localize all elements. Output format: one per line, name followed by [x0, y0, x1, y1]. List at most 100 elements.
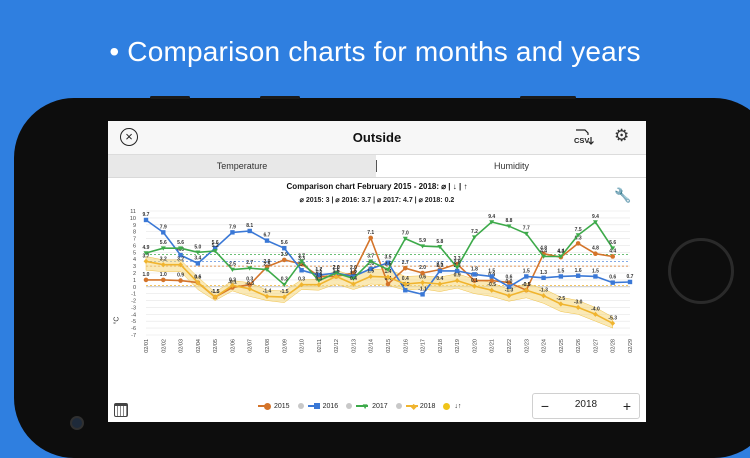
- data-label-2015: 0.3: [246, 277, 253, 283]
- settings-button[interactable]: ⚙: [614, 127, 632, 145]
- legend-avg-icon: [297, 403, 304, 409]
- data-label-2017: 0.3: [281, 277, 288, 283]
- data-label-2016: 5.6: [281, 240, 288, 246]
- y-tick-label: 4: [133, 257, 136, 263]
- point-2015: [351, 270, 356, 276]
- tab-temperature[interactable]: Temperature: [108, 155, 376, 177]
- phone-side-button: [150, 96, 190, 99]
- point-2015: [593, 251, 598, 257]
- close-icon: ×: [125, 129, 133, 144]
- legend-2016[interactable]: 2016: [307, 403, 338, 410]
- data-label-2015: 2.7: [402, 260, 409, 266]
- point-2017: [299, 259, 305, 264]
- data-label-2017: 2.8: [454, 259, 461, 265]
- x-tick-label: 02/17: [421, 339, 427, 353]
- data-label-2018: 1.5: [367, 268, 374, 274]
- point-2018: [506, 293, 512, 299]
- point-2017: [195, 250, 201, 255]
- data-label-2017: 9.4: [592, 214, 599, 220]
- point-2017: [385, 267, 391, 272]
- y-tick-label: -6: [131, 326, 136, 332]
- data-label-2017: 9.4: [488, 214, 495, 220]
- data-label-2016: 6.7: [264, 233, 271, 239]
- x-tick-label: 02/10: [300, 339, 306, 353]
- point-2016: [299, 268, 304, 273]
- x-tick-label: 02/16: [403, 339, 409, 353]
- x-tick-label: 02/24: [542, 339, 548, 353]
- data-label-2016: 0.0: [506, 279, 513, 285]
- point-2015: [610, 254, 616, 259]
- chart-options-button[interactable]: 🔧: [614, 187, 632, 205]
- data-label-2015: -0.1: [228, 279, 237, 285]
- point-2015: [247, 282, 253, 288]
- point-2017: [160, 246, 166, 251]
- data-label-2015: 3.3: [298, 256, 305, 262]
- data-label-2017: 7.5: [575, 227, 582, 233]
- data-label-2016: 2.6: [367, 261, 374, 267]
- chart-title: Comparison chart February 2015 - 2018: ⌀…: [286, 182, 468, 191]
- year-decrement-button[interactable]: −: [540, 398, 550, 414]
- data-label-2015: -1.5: [211, 289, 220, 295]
- legend-avg-icon: [346, 403, 353, 409]
- data-label-2017: 2.0: [333, 265, 340, 271]
- point-2017: [281, 282, 287, 288]
- data-label-2017: 2.5: [385, 262, 392, 268]
- x-tick-label: 02/05: [213, 339, 219, 353]
- y-tick-label: -2: [131, 299, 136, 305]
- gear-icon: ⚙: [614, 126, 630, 145]
- line-2017: [145, 221, 614, 286]
- point-2017: [178, 246, 184, 251]
- y-tick-label: 10: [130, 216, 136, 222]
- x-tick-label: 02/02: [161, 339, 167, 353]
- point-2015: [506, 280, 512, 285]
- data-label-2018: -1.5: [280, 289, 289, 295]
- data-label-2015: 4.3: [557, 249, 564, 255]
- data-label-2018: 0.9: [454, 273, 461, 279]
- point-2018: [558, 301, 564, 307]
- csv-label: CSV: [574, 136, 589, 145]
- data-label-2015: 2.9: [264, 259, 271, 265]
- point-2016: [178, 252, 183, 258]
- csv-export-button[interactable]: CSV: [573, 129, 595, 147]
- data-label-2016: 2.0: [333, 265, 340, 271]
- legend-2018[interactable]: ◆ 2018: [405, 402, 435, 411]
- data-label-2016: 1.5: [592, 268, 599, 274]
- point-2016: [437, 268, 443, 274]
- point-2018: [178, 262, 183, 268]
- data-label-2015: 4.4: [609, 248, 616, 254]
- legend-2015[interactable]: 2015: [258, 402, 290, 410]
- point-2016: [264, 238, 270, 243]
- y-tick-label: 9: [133, 223, 136, 229]
- year-increment-button[interactable]: +: [622, 398, 632, 414]
- y-tick-label: 3: [133, 264, 136, 270]
- data-label-2018: -1.4: [263, 288, 272, 294]
- point-2016: [593, 274, 598, 279]
- data-label-2016: 0.6: [609, 275, 616, 281]
- x-tick-label: 02/26: [576, 339, 582, 353]
- data-label-2015: 0.9: [177, 273, 184, 279]
- point-2018: [333, 273, 339, 280]
- point-2017: [471, 235, 477, 240]
- data-label-2017: 5.2: [212, 243, 219, 249]
- tab-humidity[interactable]: Humidity: [493, 161, 529, 171]
- x-tick-label: 02/18: [438, 339, 444, 353]
- data-label-2017: 2.7: [246, 260, 253, 266]
- close-button[interactable]: ×: [120, 128, 138, 146]
- point-2016: [506, 284, 512, 289]
- data-label-2017: 5.6: [177, 240, 184, 246]
- data-label-2015: 6.3: [575, 235, 582, 241]
- point-2017: [610, 246, 616, 251]
- data-label-2016: 1.8: [471, 266, 478, 272]
- data-label-2018: 0.2: [229, 277, 236, 283]
- point-2017: [506, 224, 512, 229]
- data-label-2017: 1.2: [350, 271, 357, 277]
- data-label-2016: 8.1: [246, 223, 253, 229]
- calendar-icon[interactable]: [114, 403, 128, 417]
- point-2015: [178, 278, 183, 283]
- data-label-2018: -2.5: [557, 296, 566, 302]
- data-label-2015: 2.0: [350, 265, 357, 271]
- data-label-2015: -0.5: [522, 282, 531, 288]
- point-2015: [575, 241, 581, 246]
- legend-2017[interactable]: ▼ 2017: [356, 402, 388, 411]
